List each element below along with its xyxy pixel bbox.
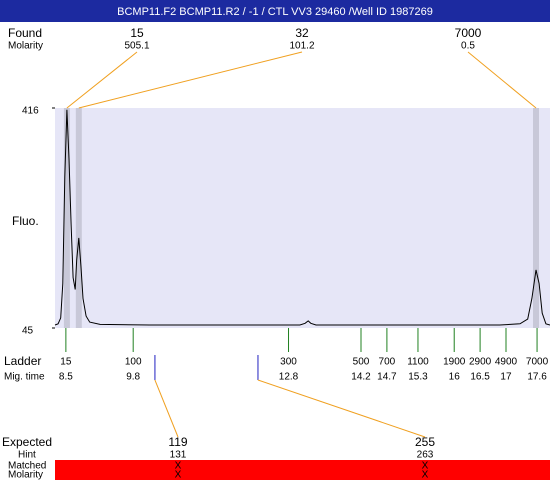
matched-mark: X <box>175 461 182 472</box>
ladder-time: 8.5 <box>59 372 73 383</box>
hint-label: Hint <box>18 450 36 461</box>
molarity-mark: X <box>422 470 429 480</box>
expected-label: Expected <box>2 435 52 449</box>
ladder-size: 15 <box>60 357 72 368</box>
hint-size: 263 <box>417 450 434 461</box>
ladder-time: 15.3 <box>408 372 428 383</box>
y-tick-label: 416 <box>22 106 39 117</box>
y-tick-label: 45 <box>22 326 34 337</box>
ladder-time: 9.8 <box>126 372 140 383</box>
hint-size: 131 <box>170 450 187 461</box>
ladder-time: 17 <box>500 372 512 383</box>
expected-size: 119 <box>168 435 187 449</box>
peak-band <box>533 108 540 328</box>
peak-connector <box>78 51 303 109</box>
chart-title: BCMP11.F2 BCMP11.R2 / -1 / CTL VV3 29460… <box>117 6 433 18</box>
ladder-time: 16.5 <box>470 372 490 383</box>
molarity-mark: X <box>175 470 182 480</box>
found-molarity: 0.5 <box>461 41 475 52</box>
y-axis-label: Fluo. <box>12 214 39 228</box>
ladder-time: 14.2 <box>351 372 371 383</box>
molarity-row-label: Molarity <box>8 470 43 480</box>
peak-connector <box>66 51 138 109</box>
matched-label: Matched <box>8 461 46 472</box>
ladder-size: 4900 <box>495 357 518 368</box>
molarity-label: Molarity <box>8 41 43 52</box>
ladder-size: 300 <box>280 357 297 368</box>
peak-band <box>75 108 82 328</box>
ladder-time: 17.6 <box>527 372 547 383</box>
found-molarity: 505.1 <box>124 41 149 52</box>
ladder-time: 14.7 <box>377 372 397 383</box>
header-bar <box>0 0 550 22</box>
found-molarity: 101.2 <box>289 41 314 52</box>
found-size: 7000 <box>455 26 482 40</box>
ladder-size: 700 <box>379 357 396 368</box>
found-size: 32 <box>295 26 309 40</box>
found-size: 15 <box>130 26 144 40</box>
ladder-size: 7000 <box>526 357 549 368</box>
expected-connector <box>154 379 179 438</box>
peak-connector <box>467 51 537 109</box>
ladder-time: 12.8 <box>279 372 299 383</box>
ladder-size: 500 <box>353 357 370 368</box>
expected-size: 255 <box>415 435 435 449</box>
trace <box>54 109 550 326</box>
expected-connector <box>257 379 426 438</box>
ladder-size: 2900 <box>469 357 492 368</box>
ladder-size: 1100 <box>407 357 429 368</box>
ladder-time: 16 <box>449 372 461 383</box>
mig-time-label: Mig. time <box>4 372 45 383</box>
peak-band <box>63 108 70 328</box>
matched-mark: X <box>422 461 429 472</box>
ladder-size: 100 <box>125 357 142 368</box>
matched-bar <box>55 460 550 480</box>
found-label: Found <box>8 26 42 40</box>
ladder-label: Ladder <box>4 354 41 368</box>
plot-area <box>55 108 550 328</box>
ladder-size: 1900 <box>443 357 466 368</box>
